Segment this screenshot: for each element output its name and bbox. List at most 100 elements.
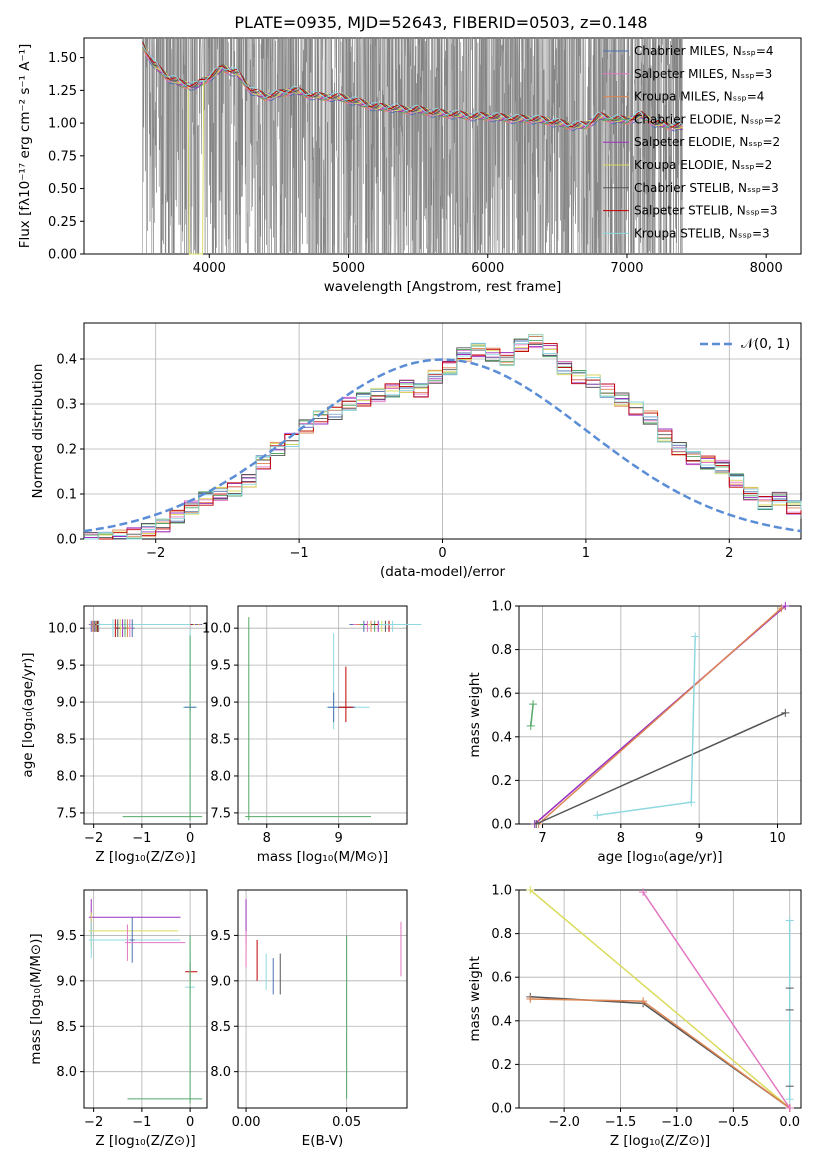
y-tick-label: 1.0 — [491, 884, 512, 899]
data-marker — [781, 708, 790, 717]
data-marker — [639, 997, 648, 1006]
x-axis-label: age [log₁₀(age/yr)] — [597, 849, 722, 865]
y-tick-label: 9.5 — [56, 659, 77, 674]
x-tick-label: −2 — [84, 1115, 103, 1130]
normal-distribution-curve — [83, 358, 802, 533]
panel-age-vs-mass: 8 9 7.5 8.0 8.5 9.0 9.5 10.0 mass [log₁₀(M/M⊙)] — [202, 605, 422, 865]
x-tick-label: 2 — [725, 546, 733, 561]
x-tick-label: −1 — [132, 1115, 151, 1130]
y-tick-label: 0.2 — [491, 774, 512, 789]
y-tick-label: 0.75 — [48, 149, 77, 164]
data-marker — [526, 721, 535, 730]
x-tick-label: −0.5 — [718, 1115, 750, 1130]
legend-entry: Kroupa MILES, Nₛₛₚ=4 — [634, 90, 764, 104]
y-tick-label: 1.50 — [48, 51, 77, 66]
panel-weight-vs-age: 7 8 9 10 0.0 0.2 0.4 0.6 0.8 1.0 age [log₁₀(age/yr… — [467, 600, 802, 865]
legend-entry: Chabrier ELODIE, Nₛₛₚ=2 — [634, 112, 781, 126]
x-tick-label: 0 — [438, 546, 446, 561]
data-marker — [777, 604, 786, 613]
y-tick-label: 0.6 — [491, 687, 512, 702]
x-tick-label: −1 — [290, 546, 309, 561]
y-tick-label: 0.50 — [48, 182, 77, 197]
panel-weight-vs-z: −2.0 −1.5 −1.0 −0.5 0.0 0.0 0.2 0.4 0.6 0.8 1.0 Z [… — [467, 884, 802, 1149]
legend-entry: Salpeter STELIB, Nₛₛₚ=3 — [634, 204, 778, 218]
y-tick-label: 9.5 — [56, 929, 77, 944]
y-tick-label: 0.4 — [491, 1014, 512, 1029]
axes-frame — [237, 605, 408, 825]
y-axis-label: mass weight — [467, 956, 483, 1041]
legend-entry: Salpeter ELODIE, Nₛₛₚ=2 — [634, 135, 780, 149]
data-marker — [526, 995, 535, 1003]
observed-spectrum-line — [142, 37, 683, 255]
data-marker — [785, 1095, 794, 1104]
y-tick-label: 0.8 — [491, 927, 512, 942]
y-tick-label: 9.0 — [56, 974, 77, 989]
y-axis-label: Normed distribution — [30, 364, 46, 499]
x-tick-label: −1.0 — [661, 1115, 693, 1130]
y-tick-label: 9.0 — [56, 696, 77, 711]
y-tick-label: 8.5 — [56, 733, 77, 748]
residual-histogram-9 — [84, 334, 802, 540]
y-tick-label: 0.2 — [56, 443, 77, 458]
panel-residuals: −2 −1 0 1 2 0.0 0.1 0.2 0.3 0.4 (data-model)/error… — [30, 322, 802, 580]
x-axis-label: Z [log₁₀(Z/Z⊙)] — [610, 1133, 710, 1149]
x-tick-label: 8 — [617, 831, 625, 846]
y-tick-label: 0.3 — [56, 398, 77, 413]
y-tick-label: 8.0 — [210, 769, 231, 784]
axes-frame — [83, 605, 208, 825]
y-tick-label: 10.0 — [202, 622, 231, 637]
panel-mass-vs-ebv: 0.00 0.05 8.0 8.5 9.0 9.5 E(B-V) — [210, 889, 408, 1149]
model-spectrum-line-1 — [142, 44, 683, 132]
weight-curve-4 — [642, 891, 791, 1109]
axes-frame — [237, 889, 408, 1109]
x-tick-label: 8000 — [750, 261, 783, 276]
x-tick-label: 7 — [538, 831, 546, 846]
weight-curve-1 — [529, 889, 791, 1109]
y-tick-label: 10.0 — [48, 622, 77, 637]
data-marker — [526, 886, 535, 894]
legend-entry: Kroupa STELIB, Nₛₛₚ=3 — [634, 226, 770, 240]
y-tick-label: 9.5 — [210, 659, 231, 674]
y-tick-label: 0.1 — [56, 488, 77, 503]
axes-frame — [83, 889, 208, 1109]
y-tick-label: 0.0 — [56, 533, 77, 548]
x-tick-label: 0.0 — [779, 1115, 800, 1130]
model-spectrum-line-8 — [142, 42, 683, 128]
x-tick-label: 0 — [186, 1115, 194, 1130]
weight-curve-4 — [597, 636, 696, 817]
legend-entry: Chabrier MILES, Nₛₛₚ=4 — [634, 44, 774, 58]
x-tick-label: 5000 — [332, 261, 365, 276]
y-tick-label: 8.0 — [56, 1065, 77, 1080]
axes-frame — [518, 605, 802, 825]
y-tick-label: 8.5 — [210, 733, 231, 748]
data-marker — [785, 1104, 794, 1112]
y-tick-label: 0.4 — [56, 353, 77, 368]
model-spectrum-line-9 — [142, 44, 683, 127]
data-marker — [785, 916, 794, 925]
x-tick-label: 7000 — [610, 261, 643, 276]
x-tick-label: 9 — [695, 831, 703, 846]
x-tick-label: 10 — [769, 831, 786, 846]
y-tick-label: 0.8 — [491, 643, 512, 658]
x-tick-label: 9 — [335, 831, 343, 846]
y-tick-label: 0.25 — [48, 215, 77, 230]
y-tick-label: 0.2 — [491, 1058, 512, 1073]
y-tick-label: 9.0 — [210, 974, 231, 989]
x-tick-label: 0.05 — [332, 1115, 361, 1130]
y-tick-label: 9.5 — [210, 929, 231, 944]
panel-spectrum: 4000 5000 6000 7000 8000 0.00 0.25 0.50 0.75 1.00… — [17, 37, 802, 295]
x-axis-label: wavelength [Angstrom, rest frame] — [324, 279, 562, 295]
x-axis-label: mass [log₁₀(M/M⊙)] — [257, 849, 388, 865]
y-tick-label: 9.0 — [210, 696, 231, 711]
x-tick-label: 0 — [186, 831, 194, 846]
y-tick-label: 0.0 — [491, 818, 512, 833]
y-tick-label: 7.5 — [56, 806, 77, 821]
model-spectrum-line-7 — [142, 40, 683, 129]
legend-entry: 𝒩(0, 1) — [741, 336, 790, 352]
data-marker — [691, 632, 700, 641]
residual-histogram-8 — [84, 342, 802, 540]
y-tick-label: 1.25 — [48, 84, 77, 99]
data-marker — [639, 888, 648, 897]
y-tick-label: 1.0 — [491, 600, 512, 615]
